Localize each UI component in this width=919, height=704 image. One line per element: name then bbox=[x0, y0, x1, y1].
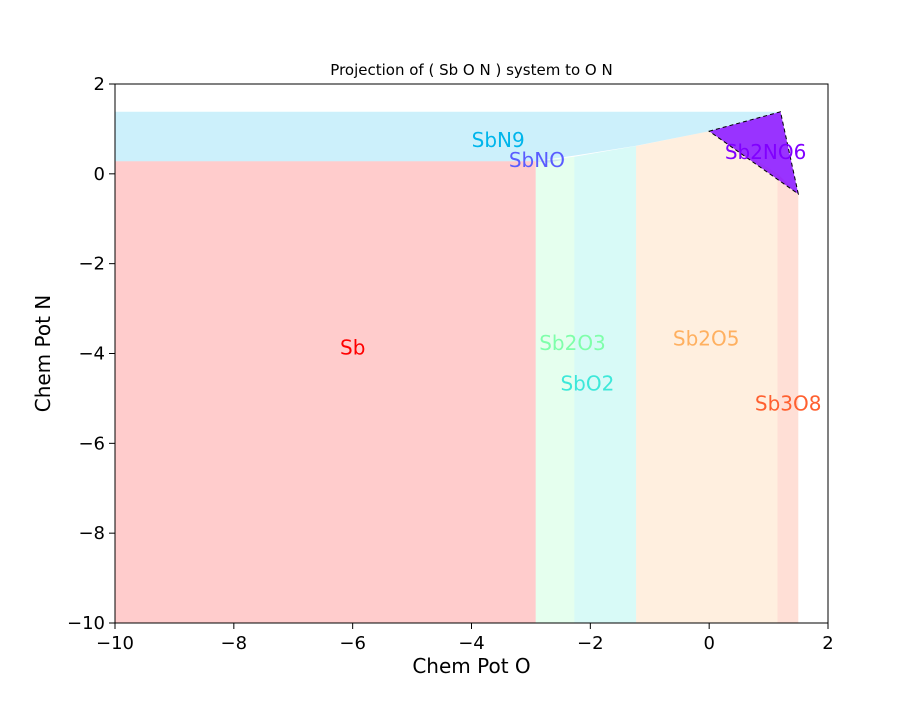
y-tick-label: −6 bbox=[78, 433, 105, 454]
region-sbo2 bbox=[574, 146, 637, 623]
x-tick-label: −8 bbox=[221, 633, 248, 654]
x-tick-label: 0 bbox=[703, 633, 714, 654]
regions-layer bbox=[115, 111, 800, 624]
y-tick-label: −4 bbox=[78, 344, 105, 365]
region-label-sbn9: SbN9 bbox=[472, 128, 525, 152]
y-axis-ticks: −10 −8 −6 −4 −2 0 2 bbox=[67, 74, 115, 634]
chart-title: Projection of ( Sb O N ) system to O N bbox=[330, 61, 612, 79]
region-label-sb: Sb bbox=[340, 336, 365, 360]
x-tick-label: −6 bbox=[339, 633, 366, 654]
region-label-sbno: SbNO bbox=[509, 148, 565, 172]
region-sb2o3 bbox=[535, 156, 575, 624]
region-label-sb2no6: Sb2NO6 bbox=[725, 140, 807, 164]
y-tick-label: 2 bbox=[94, 74, 105, 95]
region-label-sb2o3: Sb2O3 bbox=[539, 331, 606, 355]
x-tick-label: −4 bbox=[458, 633, 485, 654]
y-tick-label: −10 bbox=[67, 613, 105, 634]
x-axis-ticks: −10 −8 −6 −4 −2 0 2 bbox=[96, 623, 834, 654]
region-sb3o8 bbox=[777, 173, 799, 624]
region-sbn9 bbox=[115, 111, 781, 162]
y-tick-label: −8 bbox=[78, 523, 105, 544]
region-sb bbox=[115, 161, 536, 624]
y-axis-label: Chem Pot N bbox=[31, 295, 55, 413]
region-sb2o5 bbox=[636, 131, 778, 623]
region-sbno bbox=[535, 159, 567, 163]
region-label-sbo2: SbO2 bbox=[560, 371, 614, 395]
y-tick-label: 0 bbox=[94, 164, 105, 185]
region-label-sb2o5: Sb2O5 bbox=[673, 327, 740, 351]
x-tick-label: −10 bbox=[96, 633, 134, 654]
x-tick-label: −2 bbox=[577, 633, 604, 654]
x-tick-label: 2 bbox=[822, 633, 833, 654]
region-sb2no6 bbox=[708, 111, 800, 196]
y-tick-label: −2 bbox=[78, 254, 105, 275]
region-label-sb3o8: Sb3O8 bbox=[755, 392, 822, 416]
x-axis-label: Chem Pot O bbox=[412, 654, 530, 678]
